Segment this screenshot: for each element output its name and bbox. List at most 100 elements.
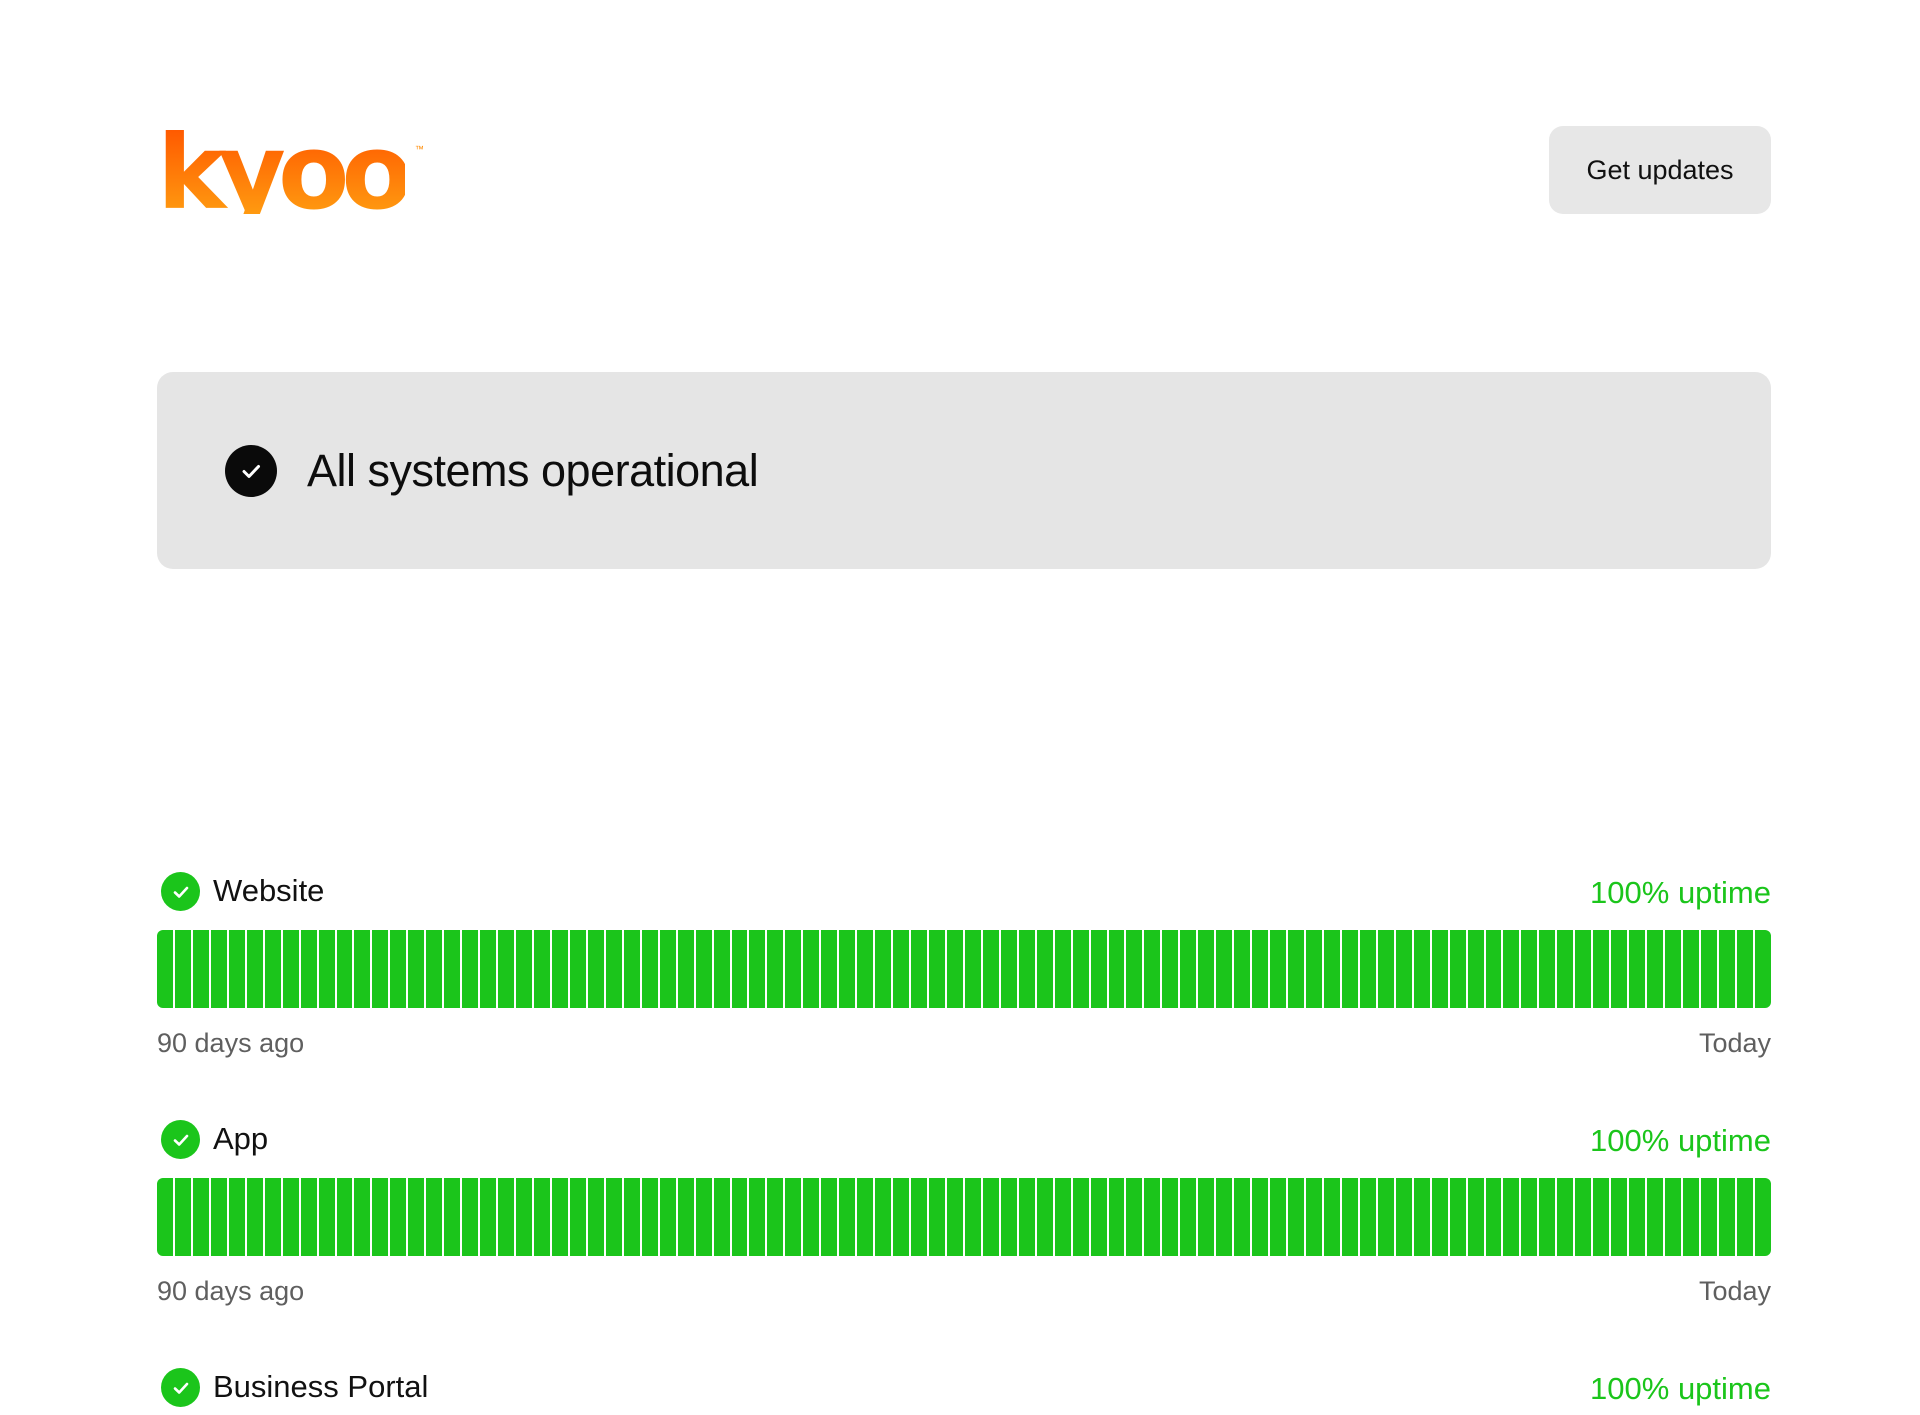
uptime-day-bar[interactable]: [354, 930, 373, 1008]
uptime-day-bar[interactable]: [1323, 1178, 1342, 1256]
uptime-day-bar[interactable]: [659, 1178, 678, 1256]
uptime-day-bar[interactable]: [157, 930, 175, 1008]
uptime-day-bar[interactable]: [695, 1178, 714, 1256]
uptime-day-bar[interactable]: [964, 930, 983, 1008]
uptime-day-bar[interactable]: [174, 930, 193, 1008]
uptime-day-bar[interactable]: [444, 1178, 463, 1256]
uptime-day-bar[interactable]: [1413, 930, 1432, 1008]
uptime-day-bar[interactable]: [946, 930, 965, 1008]
uptime-day-bar[interactable]: [1754, 1178, 1771, 1256]
uptime-day-bar[interactable]: [1557, 1178, 1576, 1256]
uptime-day-bar[interactable]: [659, 930, 678, 1008]
uptime-day-bar[interactable]: [1665, 1178, 1684, 1256]
uptime-day-bar[interactable]: [677, 930, 696, 1008]
uptime-day-bar[interactable]: [1162, 1178, 1181, 1256]
uptime-day-bar[interactable]: [1234, 930, 1253, 1008]
uptime-day-bar[interactable]: [928, 1178, 947, 1256]
uptime-day-bar[interactable]: [1395, 930, 1414, 1008]
uptime-day-bar[interactable]: [1629, 1178, 1648, 1256]
uptime-day-bar[interactable]: [1144, 930, 1163, 1008]
uptime-day-bar[interactable]: [551, 1178, 570, 1256]
uptime-day-bar[interactable]: [157, 1178, 175, 1256]
uptime-day-bar[interactable]: [336, 930, 355, 1008]
uptime-day-bar[interactable]: [1449, 1178, 1468, 1256]
uptime-day-bar[interactable]: [875, 1178, 894, 1256]
uptime-day-bar[interactable]: [1683, 1178, 1701, 1256]
uptime-day-bar[interactable]: [1449, 930, 1468, 1008]
uptime-day-bar[interactable]: [192, 1178, 211, 1256]
uptime-day-bar[interactable]: [426, 1178, 445, 1256]
uptime-day-bar[interactable]: [1288, 930, 1306, 1008]
uptime-day-bar[interactable]: [1252, 930, 1271, 1008]
uptime-day-bar[interactable]: [1072, 1178, 1091, 1256]
uptime-day-bar[interactable]: [228, 930, 247, 1008]
component-name[interactable]: Business Portal: [213, 1369, 429, 1404]
uptime-day-bar[interactable]: [1700, 1178, 1719, 1256]
uptime-day-bar[interactable]: [1377, 930, 1396, 1008]
uptime-day-bar[interactable]: [1000, 1178, 1019, 1256]
uptime-day-bar[interactable]: [893, 930, 912, 1008]
uptime-day-bar[interactable]: [480, 930, 499, 1008]
uptime-day-bar[interactable]: [1395, 1178, 1414, 1256]
uptime-day-bar[interactable]: [677, 1178, 696, 1256]
uptime-day-bar[interactable]: [264, 930, 283, 1008]
uptime-day-bar[interactable]: [498, 1178, 517, 1256]
uptime-day-bar[interactable]: [444, 930, 463, 1008]
uptime-day-bar[interactable]: [282, 930, 301, 1008]
uptime-day-bar[interactable]: [1647, 1178, 1666, 1256]
uptime-day-bar[interactable]: [534, 1178, 552, 1256]
uptime-day-bar[interactable]: [1270, 930, 1289, 1008]
uptime-day-bar[interactable]: [713, 1178, 732, 1256]
uptime-day-bar[interactable]: [1754, 930, 1771, 1008]
uptime-day-bar[interactable]: [498, 930, 517, 1008]
uptime-day-bar[interactable]: [246, 930, 265, 1008]
uptime-day-bar[interactable]: [1162, 930, 1181, 1008]
uptime-day-bar[interactable]: [1521, 930, 1540, 1008]
uptime-day-bar[interactable]: [390, 930, 409, 1008]
uptime-day-bar[interactable]: [1306, 930, 1324, 1008]
uptime-day-bar[interactable]: [1629, 930, 1648, 1008]
uptime-day-bar[interactable]: [1683, 930, 1701, 1008]
uptime-day-bar[interactable]: [192, 930, 211, 1008]
uptime-day-bar[interactable]: [1198, 930, 1217, 1008]
uptime-day-bar[interactable]: [1611, 1178, 1630, 1256]
uptime-day-bar[interactable]: [605, 930, 624, 1008]
uptime-day-bar[interactable]: [1611, 930, 1630, 1008]
uptime-day-bar[interactable]: [875, 930, 894, 1008]
uptime-day-bar[interactable]: [1126, 1178, 1145, 1256]
uptime-day-bar[interactable]: [928, 930, 947, 1008]
uptime-day-bar[interactable]: [587, 930, 606, 1008]
uptime-day-bar[interactable]: [946, 1178, 965, 1256]
uptime-day-bar[interactable]: [623, 930, 642, 1008]
uptime-day-bar[interactable]: [605, 1178, 624, 1256]
uptime-day-bar[interactable]: [1485, 1178, 1504, 1256]
uptime-day-bar[interactable]: [1252, 1178, 1271, 1256]
uptime-day-bar[interactable]: [1323, 930, 1342, 1008]
uptime-day-bar[interactable]: [228, 1178, 247, 1256]
uptime-day-bar[interactable]: [803, 1178, 822, 1256]
uptime-day-bar[interactable]: [1593, 930, 1612, 1008]
uptime-day-bar[interactable]: [1341, 930, 1360, 1008]
uptime-day-bar[interactable]: [300, 1178, 319, 1256]
uptime-day-bar[interactable]: [1234, 1178, 1253, 1256]
uptime-day-bar[interactable]: [462, 930, 481, 1008]
uptime-day-bar[interactable]: [1665, 930, 1684, 1008]
uptime-day-bar[interactable]: [1216, 1178, 1235, 1256]
uptime-day-bar[interactable]: [857, 930, 876, 1008]
uptime-day-bar[interactable]: [1054, 930, 1073, 1008]
uptime-day-bar[interactable]: [1359, 930, 1378, 1008]
uptime-day-bar[interactable]: [1144, 1178, 1163, 1256]
uptime-day-bar[interactable]: [695, 930, 714, 1008]
uptime-day-bar[interactable]: [1108, 1178, 1127, 1256]
uptime-day-bar[interactable]: [1557, 930, 1576, 1008]
uptime-day-bar[interactable]: [210, 1178, 229, 1256]
uptime-day-bar[interactable]: [408, 930, 427, 1008]
uptime-day-bar[interactable]: [911, 930, 929, 1008]
uptime-day-bar[interactable]: [1539, 1178, 1558, 1256]
uptime-day-bar[interactable]: [1341, 1178, 1360, 1256]
uptime-day-bar[interactable]: [857, 1178, 876, 1256]
uptime-day-bar[interactable]: [318, 1178, 337, 1256]
uptime-day-bar[interactable]: [336, 1178, 355, 1256]
uptime-day-bar[interactable]: [1377, 1178, 1396, 1256]
get-updates-button[interactable]: Get updates: [1549, 126, 1771, 214]
